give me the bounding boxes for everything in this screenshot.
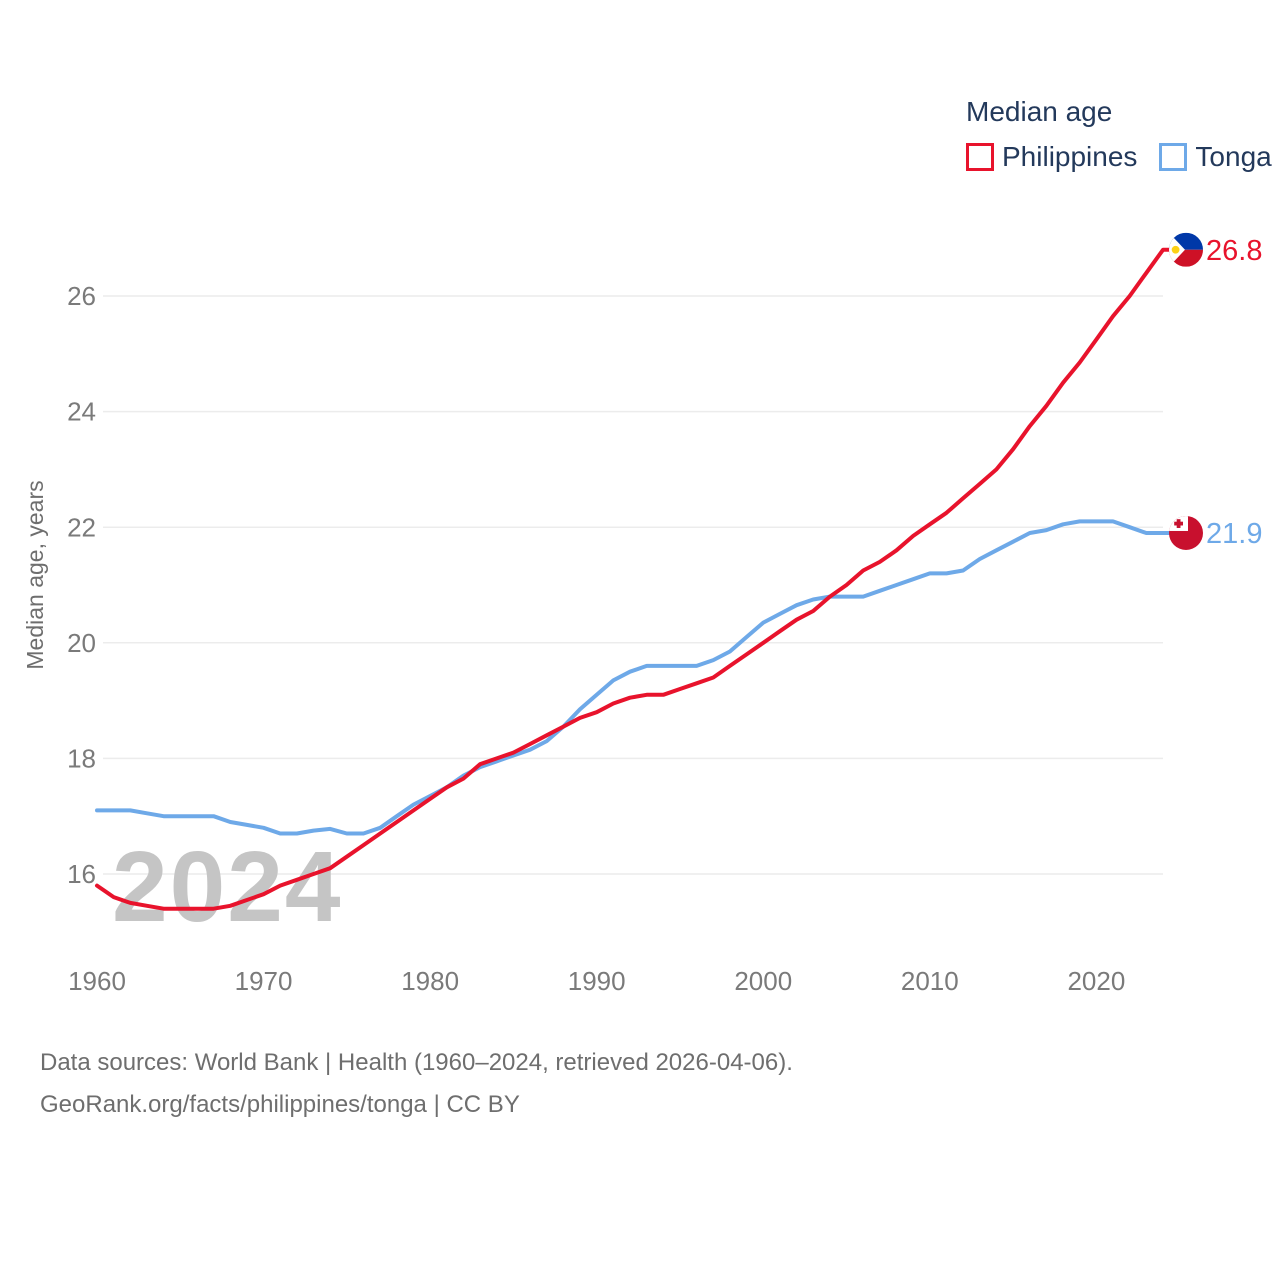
source-line-2: GeoRank.org/facts/philippines/tonga | CC… bbox=[40, 1091, 520, 1118]
source-note: Data sources: World Bank | Health (1960–… bbox=[40, 1042, 793, 1126]
x-tick-label: 1980 bbox=[401, 966, 459, 996]
y-tick-label: 18 bbox=[67, 744, 96, 774]
series-line-philippines bbox=[95, 247, 1175, 911]
legend-item-tonga[interactable]: Tonga bbox=[1159, 141, 1272, 173]
x-tick-label: 2020 bbox=[1067, 966, 1125, 996]
x-tick-labels: 1960 1970 1980 1990 2000 2010 2020 bbox=[68, 966, 1125, 996]
legend-item-label: Tonga bbox=[1195, 141, 1272, 172]
legend-item-label: Philippines bbox=[1002, 141, 1138, 172]
end-value-label-tonga: 21.9 bbox=[1206, 518, 1262, 550]
median-age-line-chart: 2024 Median age, years 16 18 20 22 24 26 1960… bbox=[22, 0, 1262, 996]
watermark: 2024 bbox=[112, 831, 342, 943]
series-line-tonga bbox=[95, 519, 1175, 836]
x-tick-label: 1960 bbox=[68, 966, 126, 996]
legend-title: Median age bbox=[966, 96, 1113, 127]
y-tick-label: 16 bbox=[67, 859, 96, 889]
tonga-flag-icon bbox=[1169, 516, 1203, 550]
gridlines bbox=[103, 295, 1163, 875]
y-axis-title: Median age, years bbox=[22, 480, 48, 669]
y-tick-label: 20 bbox=[67, 628, 96, 658]
y-tick-label: 22 bbox=[67, 512, 96, 542]
x-tick-label: 1990 bbox=[568, 966, 626, 996]
end-markers: 21.9 26.8 bbox=[1169, 233, 1262, 550]
legend-items: Philippines Tonga bbox=[966, 141, 1272, 173]
y-tick-label: 24 bbox=[67, 397, 96, 427]
y-tick-label: 26 bbox=[67, 281, 96, 311]
legend-item-philippines[interactable]: Philippines bbox=[966, 141, 1137, 173]
series-lines bbox=[95, 247, 1175, 911]
philippines-flag-icon bbox=[1169, 233, 1203, 267]
x-tick-label: 2000 bbox=[734, 966, 792, 996]
x-tick-label: 2010 bbox=[901, 966, 959, 996]
legend: Median age Philippines Tonga bbox=[966, 96, 1272, 173]
x-tick-label: 1970 bbox=[235, 966, 293, 996]
philippines-swatch-icon bbox=[966, 143, 994, 171]
source-line-1: Data sources: World Bank | Health (1960–… bbox=[40, 1049, 793, 1076]
y-tick-labels: 16 18 20 22 24 26 bbox=[67, 281, 96, 889]
end-value-label-philippines: 26.8 bbox=[1206, 235, 1262, 267]
tonga-swatch-icon bbox=[1159, 143, 1188, 171]
